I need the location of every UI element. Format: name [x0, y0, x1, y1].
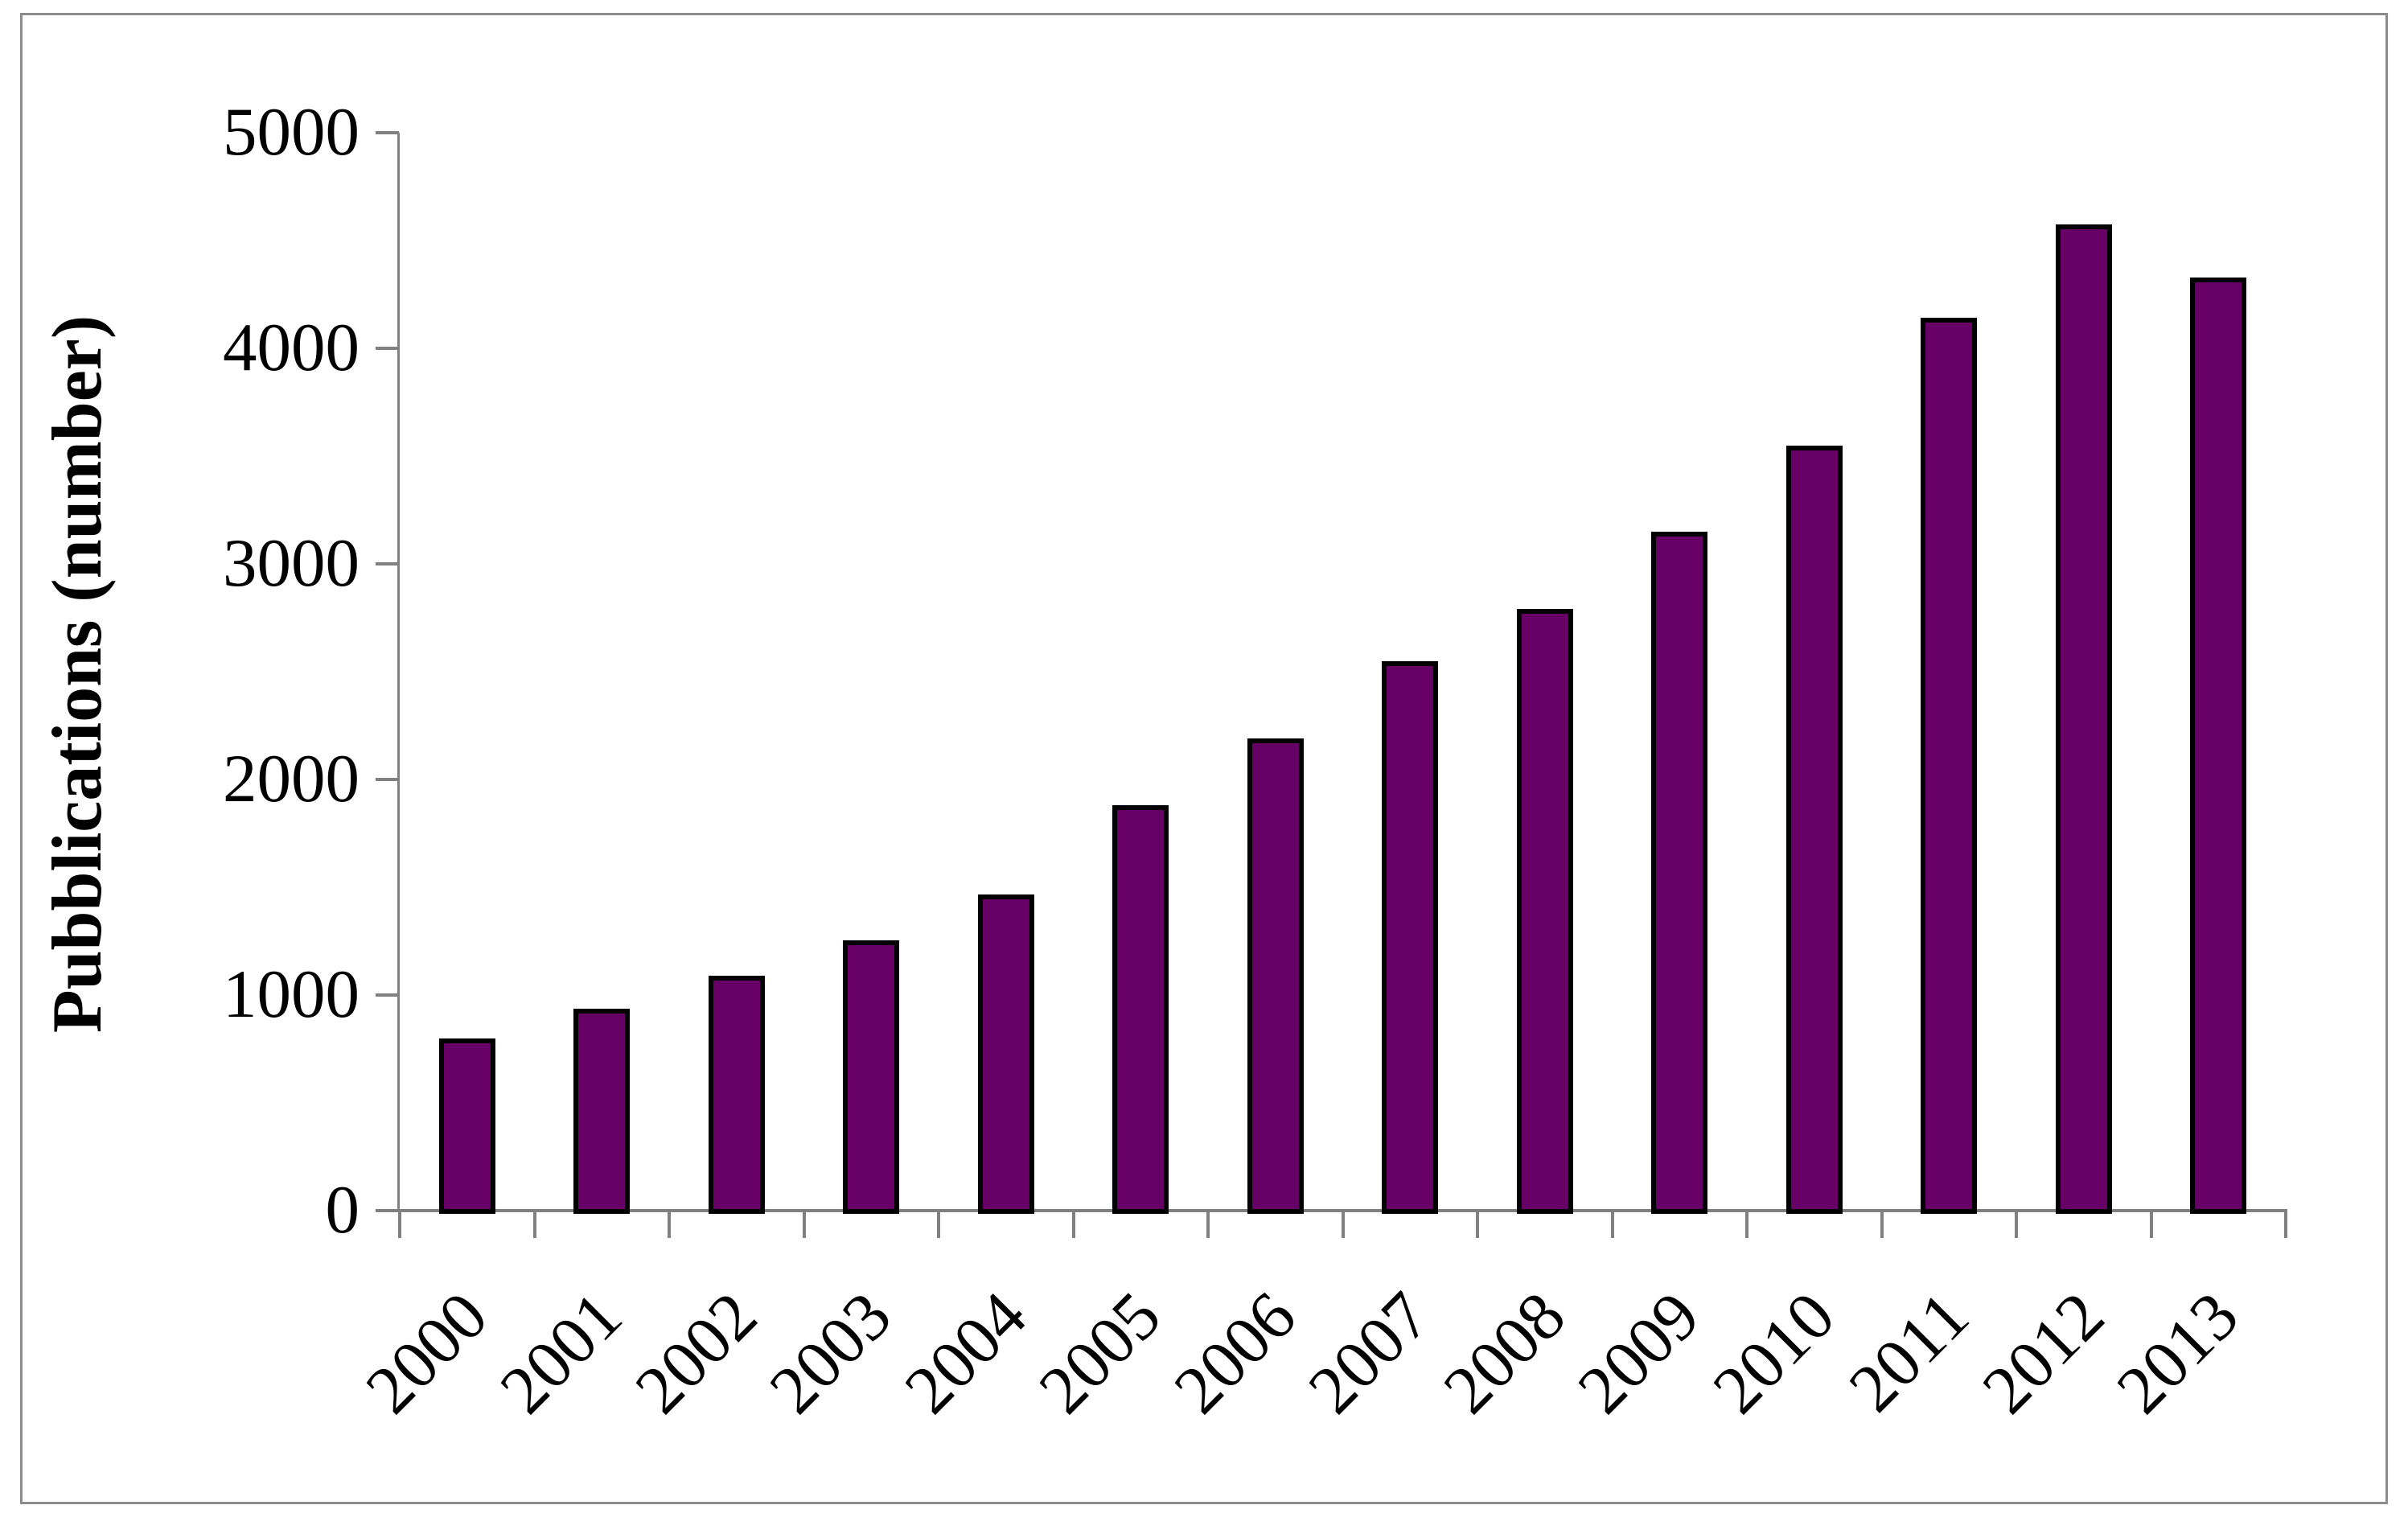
x-category-label-2005: 2005 — [1025, 1277, 1176, 1429]
y-tick-0 — [376, 1209, 399, 1212]
x-category-label-2002: 2002 — [621, 1277, 771, 1429]
bar-2013 — [2190, 278, 2247, 1214]
bar-2006 — [1247, 738, 1304, 1214]
x-tick-4 — [937, 1211, 940, 1238]
bar-2001 — [573, 1009, 631, 1214]
bar-2008 — [1516, 609, 1573, 1214]
x-tick-6 — [1206, 1211, 1210, 1238]
x-tick-12 — [2015, 1211, 2018, 1238]
x-category-label-2004: 2004 — [890, 1277, 1041, 1429]
bar-2005 — [1112, 805, 1169, 1214]
x-tick-0 — [398, 1211, 401, 1238]
x-category-label-2006: 2006 — [1160, 1277, 1310, 1429]
x-category-label-2009: 2009 — [1564, 1277, 1715, 1429]
y-tick-3000 — [376, 562, 399, 565]
y-tick-1000 — [376, 993, 399, 997]
x-category-label-2008: 2008 — [1429, 1277, 1580, 1429]
x-tick-13 — [2149, 1211, 2153, 1238]
x-tick-14 — [2284, 1211, 2287, 1238]
x-tick-9 — [1610, 1211, 1614, 1238]
bar-2012 — [2055, 224, 2112, 1214]
x-tick-2 — [668, 1211, 671, 1238]
y-tick-label-5000: 5000 — [223, 94, 360, 170]
x-category-label-2011: 2011 — [1835, 1277, 1984, 1426]
y-tick-label-2000: 2000 — [223, 741, 360, 816]
y-axis-title: Pubblications (number) — [39, 315, 117, 1034]
x-tick-5 — [1071, 1211, 1075, 1238]
x-tick-3 — [802, 1211, 806, 1238]
bar-2011 — [1921, 318, 1978, 1214]
x-category-label-2010: 2010 — [1699, 1277, 1849, 1429]
y-tick-4000 — [376, 347, 399, 350]
y-axis-line — [397, 133, 400, 1212]
bar-2007 — [1382, 661, 1439, 1214]
x-category-label-2003: 2003 — [755, 1277, 906, 1429]
bar-2010 — [1785, 446, 1843, 1214]
bar-2003 — [843, 940, 900, 1214]
x-category-label-2012: 2012 — [1968, 1277, 2118, 1429]
bar-2009 — [1651, 532, 1708, 1214]
x-tick-1 — [532, 1211, 536, 1238]
y-tick-label-3000: 3000 — [223, 525, 360, 601]
bar-2002 — [708, 976, 765, 1214]
chart-outer-frame — [20, 13, 2388, 1504]
bar-2004 — [977, 894, 1034, 1214]
bar-2000 — [438, 1038, 495, 1214]
y-tick-2000 — [376, 778, 399, 781]
x-category-label-2000: 2000 — [351, 1277, 502, 1429]
x-tick-10 — [1745, 1211, 1748, 1238]
x-tick-11 — [1880, 1211, 1884, 1238]
x-tick-7 — [1341, 1211, 1345, 1238]
x-category-label-2013: 2013 — [2102, 1277, 2254, 1429]
y-tick-label-1000: 1000 — [223, 956, 360, 1032]
x-category-label-2001: 2001 — [486, 1277, 637, 1429]
y-tick-label-4000: 4000 — [223, 310, 360, 385]
x-category-label-2007: 2007 — [1294, 1277, 1445, 1429]
y-tick-label-0: 0 — [325, 1172, 360, 1248]
y-tick-5000 — [376, 131, 399, 134]
x-tick-8 — [1476, 1211, 1479, 1238]
